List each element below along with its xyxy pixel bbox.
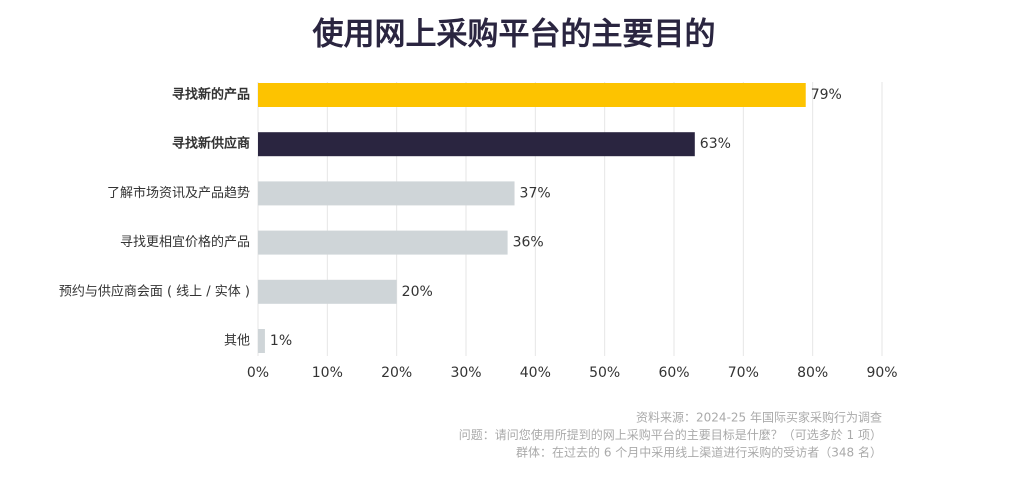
note: 问题：请问您使用所提到的网上采购平台的主要目标是什麼？（可选多於 1 项） <box>459 427 882 442</box>
x-tick-label: 10% <box>312 365 343 381</box>
x-tick-label: 30% <box>450 365 481 381</box>
value-label: 79% <box>811 87 842 103</box>
value-label: 63% <box>700 136 731 152</box>
x-tick-label: 60% <box>658 365 689 381</box>
bar <box>258 230 508 255</box>
chart-title: 使用网上采购平台的主要目的 <box>312 17 716 53</box>
category-label: 预约与供应商会面 ( 线上 / 实体 ) <box>59 283 250 299</box>
value-label: 36% <box>513 235 544 251</box>
note: 群体：在过去的 6 个月中采用线上渠道进行采购的受访者（348 名） <box>516 445 882 460</box>
note: 资料来源：2024-25 年国际买家采购行为调查 <box>636 410 882 425</box>
value-label: 20% <box>402 284 433 300</box>
category-label: 了解市场资讯及产品趋势 <box>107 185 250 201</box>
category-label: 寻找更相宜价格的产品 <box>120 234 250 250</box>
bar <box>258 132 695 157</box>
bar <box>258 279 397 304</box>
bar <box>258 181 515 206</box>
x-tick-label: 0% <box>247 365 269 381</box>
category-label: 寻找新供应商 <box>172 136 250 152</box>
bar <box>258 83 806 107</box>
x-tick-label: 70% <box>728 365 759 381</box>
x-tick-label: 40% <box>520 365 551 381</box>
x-tick-label: 20% <box>381 365 412 381</box>
value-label: 37% <box>520 185 551 201</box>
category-label: 其他 <box>224 334 250 349</box>
x-tick-label: 50% <box>589 365 620 381</box>
category-label: 寻找新的产品 <box>172 87 250 103</box>
x-tick-label: 90% <box>866 365 897 381</box>
x-tick-label: 80% <box>797 365 828 381</box>
bar <box>258 329 265 353</box>
value-label: 1% <box>270 333 292 349</box>
